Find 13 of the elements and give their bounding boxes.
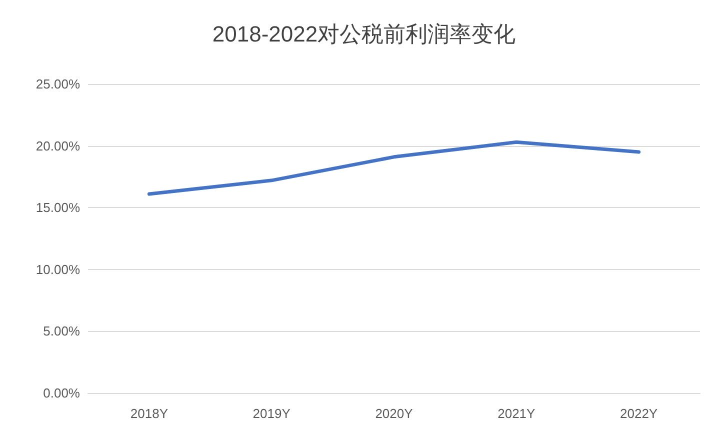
x-tick-label: 2021Y xyxy=(498,406,536,421)
x-tick-label: 2022Y xyxy=(620,406,658,421)
y-tick-label: 10.00% xyxy=(36,262,80,277)
x-tick-label: 2019Y xyxy=(252,406,291,421)
y-tick-label: 0.00% xyxy=(43,386,80,400)
y-tick-label: 25.00% xyxy=(36,76,80,92)
chart-title: 2018-2022对公税前利润率变化 xyxy=(212,22,516,46)
y-tick-label: 5.00% xyxy=(43,324,80,339)
line-series xyxy=(147,140,641,196)
y-tick-label: 15.00% xyxy=(36,200,80,216)
x-tick-label: 2020Y xyxy=(375,406,414,421)
y-tick-label: 20.00% xyxy=(36,138,80,154)
x-tick-label: 2018Y xyxy=(130,406,168,421)
